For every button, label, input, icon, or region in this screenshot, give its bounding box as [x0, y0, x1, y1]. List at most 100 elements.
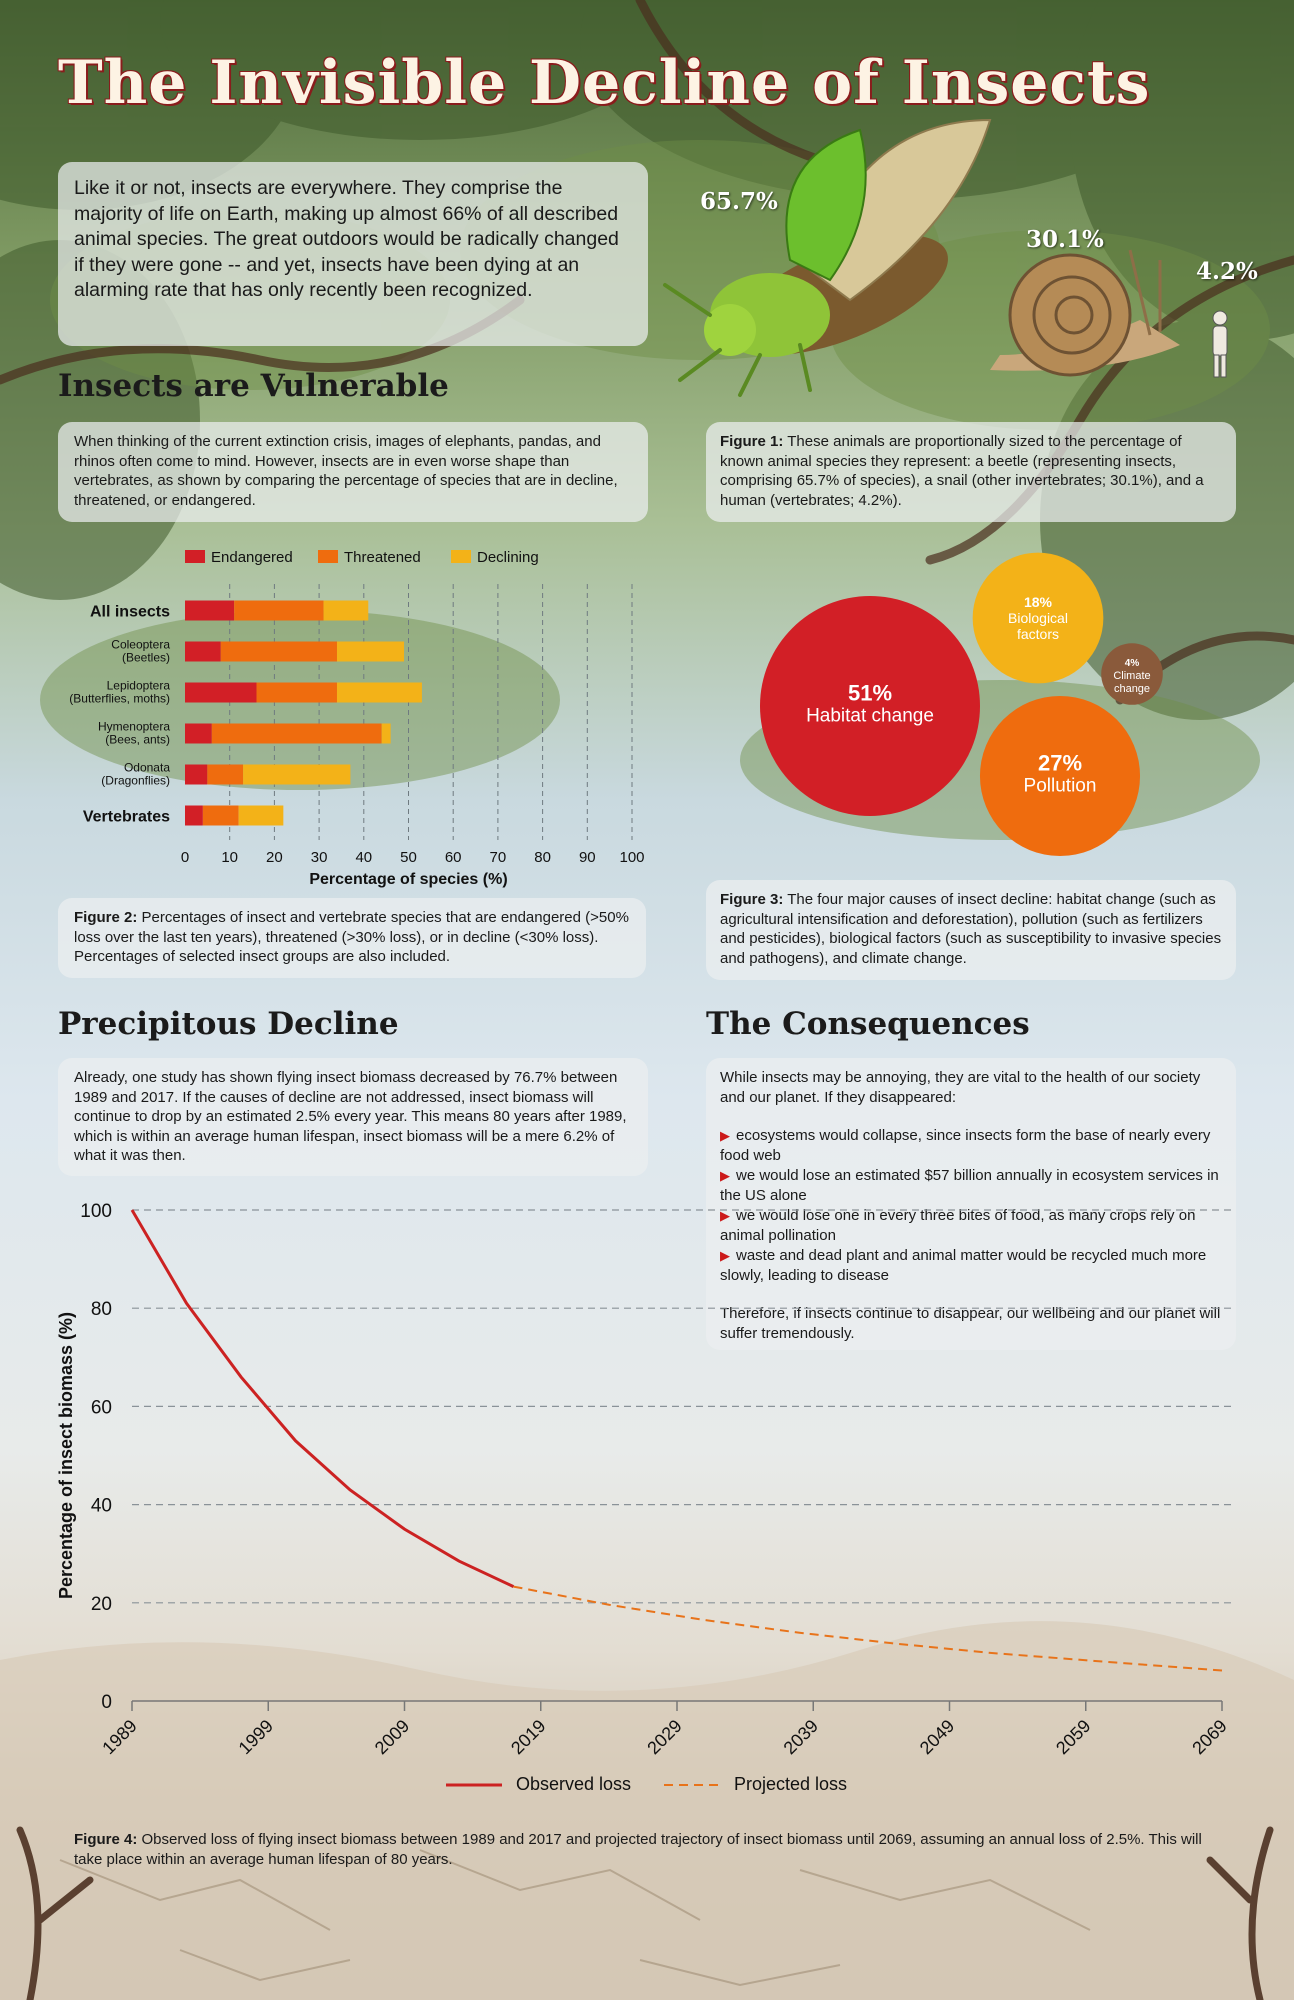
bubble-value-label: 4% [1125, 658, 1140, 669]
y-tick-label: 20 [91, 1594, 112, 1615]
category-label: Odonata [124, 761, 170, 775]
figure3-caption: Figure 3: The four major causes of insec… [706, 880, 1236, 980]
x-tick-label: 40 [355, 849, 372, 866]
bullet-arrow-icon: ▶ [720, 1168, 730, 1183]
figure1-caption-label: Figure 1: [720, 433, 784, 450]
bubble-name-label: Biological [1008, 610, 1068, 626]
bubble-name-label: factors [1017, 626, 1059, 642]
list-item: ▶ we would lose one in every three bites … [720, 1207, 1196, 1244]
cracked-earth-background [0, 1621, 1294, 2000]
x-tick-label: 2029 [643, 1716, 685, 1758]
x-tick-label: 2039 [780, 1716, 822, 1758]
bar-endangered [185, 805, 203, 826]
bullet-arrow-icon: ▶ [720, 1248, 730, 1263]
series-line-projected-loss [513, 1585, 1223, 1672]
category-label: All insects [90, 604, 170, 621]
bar-declining [336, 682, 422, 703]
bubble-name-label: Climate [1113, 670, 1150, 682]
section-heading-decline: Precipitous Decline [58, 1006, 399, 1042]
bar-threatened [211, 723, 382, 744]
x-tick-label: 0 [181, 849, 189, 866]
bubble-biological-factors [972, 552, 1104, 684]
figure4-caption-label: Figure 4: [74, 1831, 138, 1848]
x-tick-label: 60 [445, 849, 462, 866]
category-label: Vertebrates [83, 809, 170, 826]
bubble-value-label: 18% [1024, 594, 1053, 610]
x-tick-label: 2069 [1188, 1716, 1230, 1758]
x-tick-label: 70 [490, 849, 507, 866]
vertebrate-share-label: 4.2% [1196, 258, 1258, 285]
figure2-caption: Figure 2: Percentages of insect and vert… [58, 898, 646, 978]
y-tick-label: 100 [80, 1201, 112, 1222]
section-heading-consequences: The Consequences [706, 1006, 1030, 1042]
category-sublabel: (Bees, ants) [105, 733, 170, 747]
decline-panel: Already, one study has shown flying inse… [58, 1058, 648, 1176]
bubble-climate-change [1101, 643, 1163, 705]
bar-endangered [185, 682, 257, 703]
bubble-name-label: Habitat change [806, 706, 934, 727]
category-sublabel: (Beetles) [122, 651, 170, 665]
list-item: ▶ ecosystems would collapse, since insect… [720, 1127, 1211, 1164]
bubble-value-label: 51% [848, 681, 892, 706]
category-label: Lepidoptera [107, 679, 171, 693]
bubble-habitat-change [760, 596, 980, 816]
x-tick-label: 2009 [371, 1716, 413, 1758]
legend-label-declining: Declining [477, 549, 539, 566]
figure2-caption-label: Figure 2: [74, 909, 138, 926]
x-tick-label: 10 [221, 849, 238, 866]
figure4-caption-text: Observed loss of flying insect biomass b… [74, 1831, 1202, 1868]
snail-illustration [990, 249, 1180, 377]
x-tick-label: 1989 [98, 1716, 140, 1758]
bubble-value-label: 27% [1038, 751, 1082, 776]
figure1-pictorial [663, 118, 1228, 397]
figure1-caption-text: These animals are proportionally sized t… [720, 433, 1204, 509]
x-tick-label: 2049 [916, 1716, 958, 1758]
bullet-arrow-icon: ▶ [720, 1208, 730, 1223]
decline-text: Already, one study has shown flying inse… [74, 1069, 627, 1164]
y-tick-label: 40 [91, 1496, 112, 1517]
category-sublabel: (Butterflies, moths) [69, 692, 170, 706]
bar-endangered [185, 641, 221, 662]
legend-swatch-declining [451, 550, 471, 563]
series-line-observed-loss [130, 1209, 515, 1588]
category-label: Hymenoptera [98, 720, 170, 734]
legend-swatch-endangered [185, 550, 205, 563]
figure1-caption: Figure 1: These animals are proportional… [706, 422, 1236, 522]
y-axis-title: Percentage of insect biomass (%) [56, 1312, 76, 1599]
legend-swatch-threatened [318, 550, 338, 563]
x-tick-label: 100 [619, 849, 644, 866]
consequences-list: ▶ ecosystems would collapse, since insect… [720, 1126, 1222, 1285]
legend-label-observed: Observed loss [516, 1774, 631, 1794]
bar-endangered [185, 723, 212, 744]
y-tick-label: 0 [101, 1692, 112, 1713]
consequences-lead: While insects may be annoying, they are … [720, 1069, 1201, 1106]
consequences-closing: Therefore, if insects continue to disapp… [720, 1305, 1221, 1342]
figure2-stacked-bar-chart: Endangered Threatened Declining 0 10 20 30 40 50… [69, 549, 644, 888]
x-tick-label: 30 [311, 849, 328, 866]
figure2-caption-text: Percentages of insect and vertebrate spe… [74, 909, 629, 965]
bar-threatened [256, 682, 337, 703]
figure4-caption: Figure 4: Observed loss of flying insect… [74, 1830, 1234, 1869]
x-tick-label: 20 [266, 849, 283, 866]
y-tick-label: 60 [91, 1397, 112, 1418]
human-illustration [1212, 310, 1228, 378]
legend-label-threatened: Threatened [344, 549, 421, 566]
figure4-line-chart: 0 20 40 60 80 100 1989 1999 2009 2019 2029 2039 2049… [56, 1201, 1236, 1794]
x-axis-title: Percentage of species (%) [309, 871, 507, 888]
bar-declining [336, 641, 405, 662]
x-tick-label: 80 [534, 849, 551, 866]
x-tick-label: 90 [579, 849, 596, 866]
bar-declining [323, 600, 369, 621]
legend-label-endangered: Endangered [211, 549, 293, 566]
page-title: The Invisible Decline of Insects [58, 48, 1151, 118]
category-sublabel: (Dragonflies) [101, 774, 170, 788]
x-tick-label: 2059 [1052, 1716, 1094, 1758]
figure3-caption-label: Figure 3: [720, 891, 784, 908]
intro-panel: Like it or not, insects are everywhere. … [58, 162, 648, 346]
bubble-name-label: Pollution [1024, 776, 1097, 797]
bullet-arrow-icon: ▶ [720, 1128, 730, 1143]
bar-threatened [220, 641, 337, 662]
bar-threatened [202, 805, 239, 826]
figure3-caption-text: The four major causes of insect decline:… [720, 891, 1222, 967]
